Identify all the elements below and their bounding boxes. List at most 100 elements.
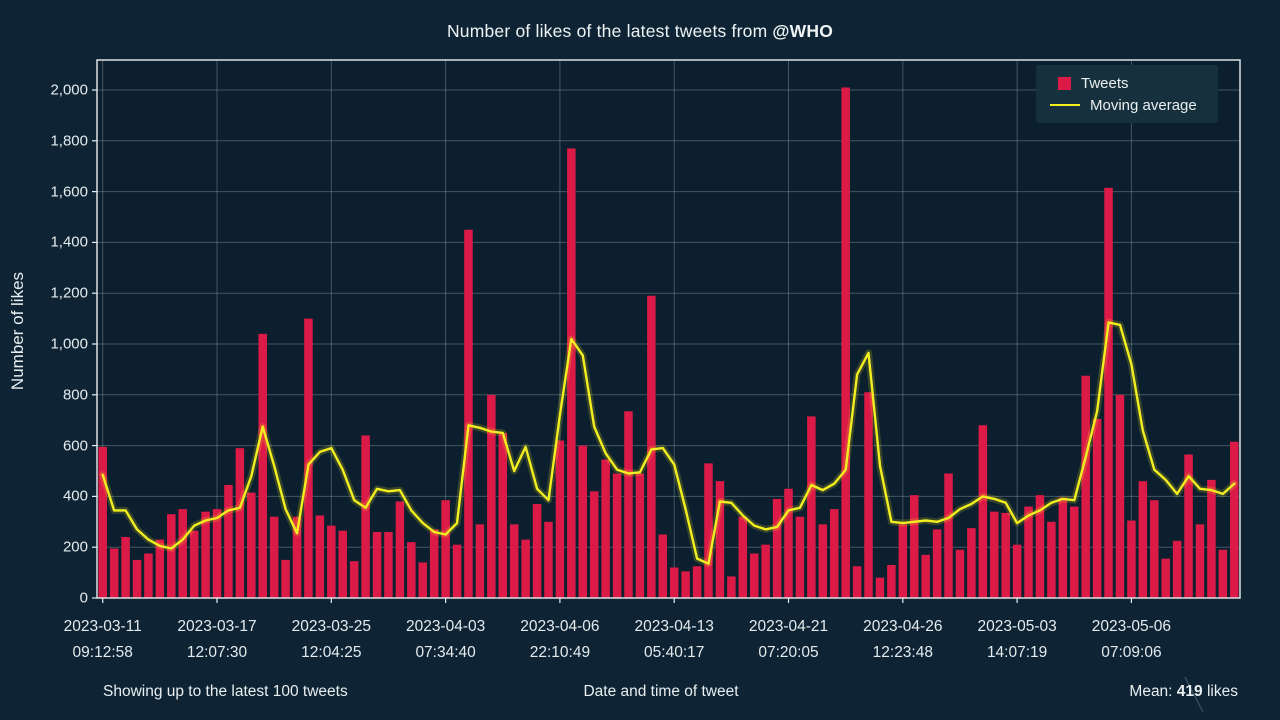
tweet-bar bbox=[189, 530, 199, 598]
tweet-bar bbox=[875, 577, 885, 598]
latest-tweets-note: Showing up to the latest 100 tweets bbox=[103, 683, 348, 700]
tweet-bar bbox=[338, 530, 347, 598]
tweet-bar bbox=[98, 446, 107, 598]
tweet-bar bbox=[361, 435, 370, 598]
x-tick-label: 2023-03-17 12:07:30 bbox=[142, 614, 292, 666]
y-tick-label: 1,600 bbox=[50, 183, 88, 201]
x-tick-time: 07:34:40 bbox=[415, 644, 476, 661]
plot-frame bbox=[96, 59, 1241, 599]
tweet-bar bbox=[852, 566, 862, 598]
tweet-bar bbox=[1230, 441, 1239, 598]
tweet-bar bbox=[258, 333, 267, 598]
tweet-bar bbox=[978, 425, 988, 598]
y-axis-label: Number of likes bbox=[8, 271, 27, 391]
x-tick-time: 05:40:17 bbox=[644, 644, 705, 661]
tweet-bar bbox=[292, 516, 302, 598]
tweet-bar bbox=[910, 495, 919, 598]
tweet-bar bbox=[738, 516, 748, 598]
tweet-bar bbox=[612, 473, 622, 598]
tweet-bar bbox=[658, 534, 668, 598]
legend-row-tweets: Tweets bbox=[1050, 75, 1218, 92]
tweet-bar bbox=[589, 491, 599, 598]
tweet-bar bbox=[635, 473, 645, 598]
legend-moving-average-label: Moving average bbox=[1090, 96, 1197, 114]
tweet-bar bbox=[1092, 418, 1102, 598]
tweet-bar bbox=[247, 492, 256, 598]
y-tick-label: 0 bbox=[79, 589, 88, 607]
tweet-bar bbox=[704, 463, 713, 598]
y-tick-label: 1,400 bbox=[50, 233, 88, 251]
x-tick-label: 2023-03-25 12:04:25 bbox=[256, 614, 406, 666]
tweet-bar bbox=[1150, 500, 1159, 598]
tweet-bar bbox=[715, 481, 725, 598]
tweet-bar bbox=[349, 561, 359, 598]
y-tick-label: 1,200 bbox=[50, 284, 88, 302]
y-tick-label: 1,000 bbox=[50, 335, 88, 353]
tweet-bar bbox=[155, 539, 165, 598]
tweet-bar bbox=[1012, 544, 1022, 598]
tweet-bar bbox=[1070, 506, 1079, 598]
x-tick-time: 07:09:06 bbox=[1101, 644, 1162, 661]
y-tick-label: 1,800 bbox=[50, 132, 88, 150]
x-tick-date: 2023-04-03 bbox=[405, 618, 486, 635]
y-tick-label: 600 bbox=[62, 437, 88, 455]
tweet-bar bbox=[1184, 454, 1193, 598]
tweet-bar bbox=[281, 559, 290, 598]
tweet-bar bbox=[201, 511, 210, 598]
tweet-bar bbox=[955, 549, 965, 598]
tweet-bar bbox=[944, 473, 953, 598]
tweet-bar bbox=[887, 564, 896, 598]
tweet-bar bbox=[544, 521, 553, 598]
tweet-bar bbox=[109, 548, 119, 598]
tweet-bar bbox=[1035, 495, 1045, 598]
tweet-bar bbox=[395, 501, 405, 598]
tweet-bar bbox=[647, 295, 656, 598]
tweet-bar bbox=[429, 529, 439, 598]
tweet-bar bbox=[555, 440, 565, 598]
tweet-bar bbox=[418, 562, 427, 598]
tweet-bar bbox=[624, 411, 633, 598]
tweet-bar bbox=[315, 515, 325, 598]
tweet-bar bbox=[532, 504, 542, 598]
stray-mark bbox=[1184, 676, 1204, 713]
tweet-bar bbox=[818, 524, 828, 598]
tweet-bar bbox=[932, 529, 942, 598]
tweet-bar bbox=[384, 531, 393, 598]
tweet-bar bbox=[212, 509, 222, 598]
mean-prefix: Mean: bbox=[1129, 683, 1177, 700]
tweet-bar bbox=[1195, 524, 1205, 598]
tweet-bar bbox=[1104, 187, 1113, 599]
tweet-bar bbox=[1172, 540, 1182, 598]
tweet-bar bbox=[727, 576, 736, 598]
y-tick-label: 200 bbox=[62, 538, 88, 556]
x-tick-label: 2023-04-21 07:20:05 bbox=[714, 614, 864, 666]
tweet-bar bbox=[269, 516, 279, 598]
tweet-bar bbox=[692, 566, 702, 598]
tweet-bar bbox=[1058, 497, 1068, 598]
tweet-bar bbox=[967, 528, 976, 598]
x-tick-label: 2023-04-03 07:34:40 bbox=[371, 614, 521, 666]
tweet-bar bbox=[1127, 520, 1136, 598]
legend: Tweets Moving average bbox=[1036, 65, 1218, 123]
x-tick-label: 2023-04-13 05:40:17 bbox=[599, 614, 749, 666]
tweet-bar bbox=[669, 567, 679, 598]
tweet-bar bbox=[749, 553, 759, 598]
tweet-bar bbox=[1047, 521, 1056, 598]
x-tick-time: 12:04:25 bbox=[301, 644, 362, 661]
x-tick-date: 2023-05-06 bbox=[1091, 618, 1172, 635]
tweet-bar bbox=[452, 544, 462, 598]
tweet-bar bbox=[829, 509, 839, 598]
tweet-bar bbox=[578, 445, 588, 598]
x-tick-date: 2023-04-21 bbox=[748, 618, 829, 635]
x-tick-label: 2023-04-26 12:23:48 bbox=[828, 614, 978, 666]
mean-value: 419 bbox=[1176, 683, 1203, 700]
chart-title-handle: @WHO bbox=[772, 21, 834, 41]
x-tick-label: 2023-04-06 22:10:49 bbox=[485, 614, 635, 666]
y-tick-label: 400 bbox=[62, 487, 88, 505]
tweet-bar bbox=[475, 524, 485, 598]
x-tick-time: 12:07:30 bbox=[186, 644, 248, 661]
x-tick-time: 14:07:19 bbox=[986, 644, 1048, 661]
tweet-bar bbox=[990, 511, 999, 598]
